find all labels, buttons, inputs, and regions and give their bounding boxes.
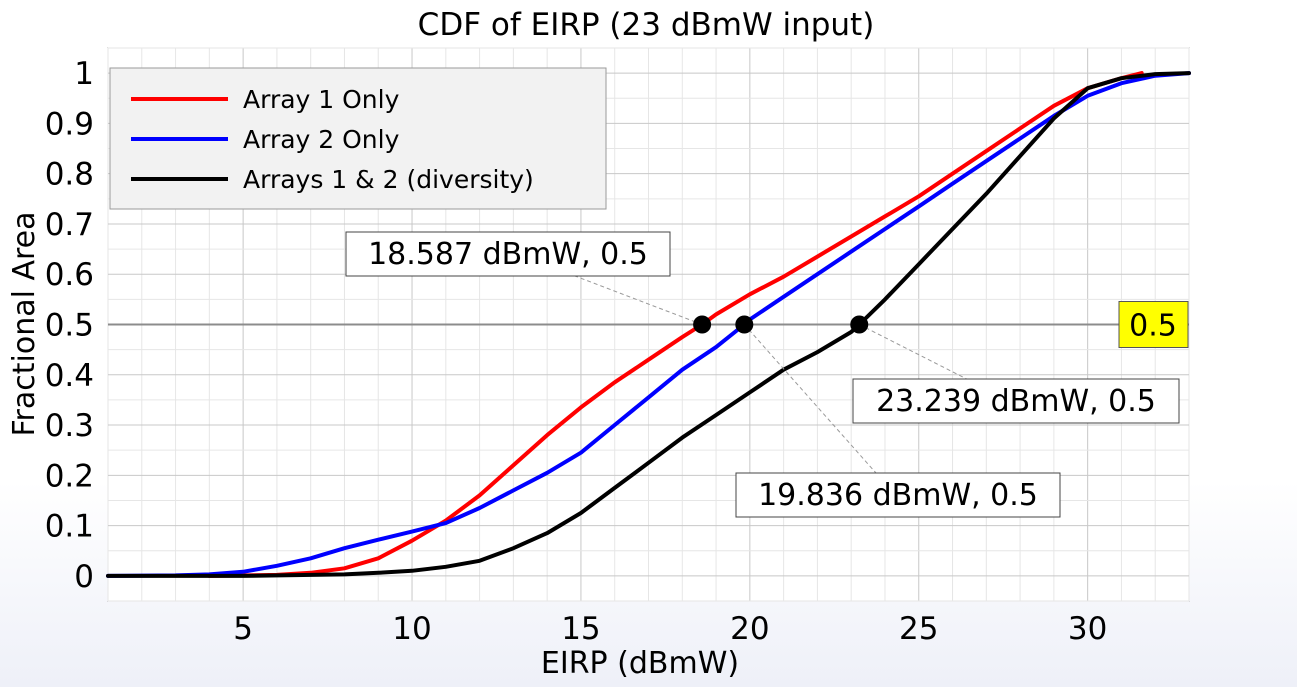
annotation-leader-2 bbox=[743, 324, 877, 474]
x-tick-label: 15 bbox=[561, 611, 600, 647]
x-tick-label: 20 bbox=[730, 611, 769, 647]
y-tick-label: 0.2 bbox=[45, 458, 94, 494]
x-axis-label: EIRP (dBmW) bbox=[541, 646, 739, 681]
x-tick-label: 25 bbox=[899, 611, 938, 647]
y-tick-label: 0.6 bbox=[45, 257, 94, 293]
reference-line-label: 0.5 bbox=[1129, 309, 1177, 344]
annotation-box-1 bbox=[345, 231, 671, 277]
annotation-box-3 bbox=[852, 378, 1180, 424]
annotation-label-1: 18.587 dBmW, 0.5 bbox=[368, 237, 648, 272]
annotation-label-3: 23.239 dBmW, 0.5 bbox=[876, 384, 1156, 419]
y-tick-label: 1 bbox=[74, 56, 94, 92]
y-tick-label: 0 bbox=[74, 559, 94, 595]
series-line-3 bbox=[106, 71, 1191, 578]
reference-line-label-box bbox=[1118, 301, 1189, 348]
x-tick-label: 5 bbox=[233, 611, 253, 647]
reference-line-group: 0.5 bbox=[108, 301, 1189, 348]
chart-title: CDF of EIRP (23 dBmW input) bbox=[418, 7, 875, 43]
y-tick-label: 0.9 bbox=[45, 106, 94, 142]
annotation-marker-3 bbox=[850, 315, 869, 334]
annotation-leader-1 bbox=[574, 275, 703, 325]
legend-label-1: Array 1 Only bbox=[243, 85, 400, 114]
legend-label-3: Arrays 1 & 2 (diversity) bbox=[243, 165, 534, 194]
annotation-marker-2 bbox=[735, 315, 754, 334]
series-line-2 bbox=[106, 71, 1191, 578]
annotation-box-2 bbox=[735, 472, 1061, 518]
annotation-marker-1 bbox=[693, 315, 712, 334]
y-tick-label: 0.4 bbox=[45, 358, 94, 394]
y-tick-label: 0.8 bbox=[45, 157, 94, 193]
y-tick-label: 0.1 bbox=[45, 509, 94, 545]
annotation-leader-3 bbox=[859, 324, 1017, 405]
y-tick-label: 0.3 bbox=[45, 408, 94, 444]
x-tick-label: 30 bbox=[1068, 611, 1107, 647]
legend-label-2: Array 2 Only bbox=[243, 125, 400, 154]
x-tick-labels: 5 10 15 20 25 30 bbox=[233, 611, 1107, 647]
y-tick-labels: 0 0.1 0.2 0.3 0.4 0.5 0.6 0.7 0.8 0.9 1 bbox=[45, 56, 94, 595]
x-tick-label: 10 bbox=[392, 611, 431, 647]
legend: Array 1 Only Array 2 Only Arrays 1 & 2 (di… bbox=[109, 67, 607, 210]
annotation-label-2: 19.836 dBmW, 0.5 bbox=[758, 478, 1038, 513]
y-tick-label: 0.5 bbox=[45, 308, 94, 344]
y-tick-label: 0.7 bbox=[45, 207, 94, 243]
y-axis-label: Fractional Area bbox=[7, 211, 42, 436]
annotations-group: 18.587 dBmW, 0.5 19.836 dBmW, 0.5 23.239 d… bbox=[345, 231, 1180, 518]
